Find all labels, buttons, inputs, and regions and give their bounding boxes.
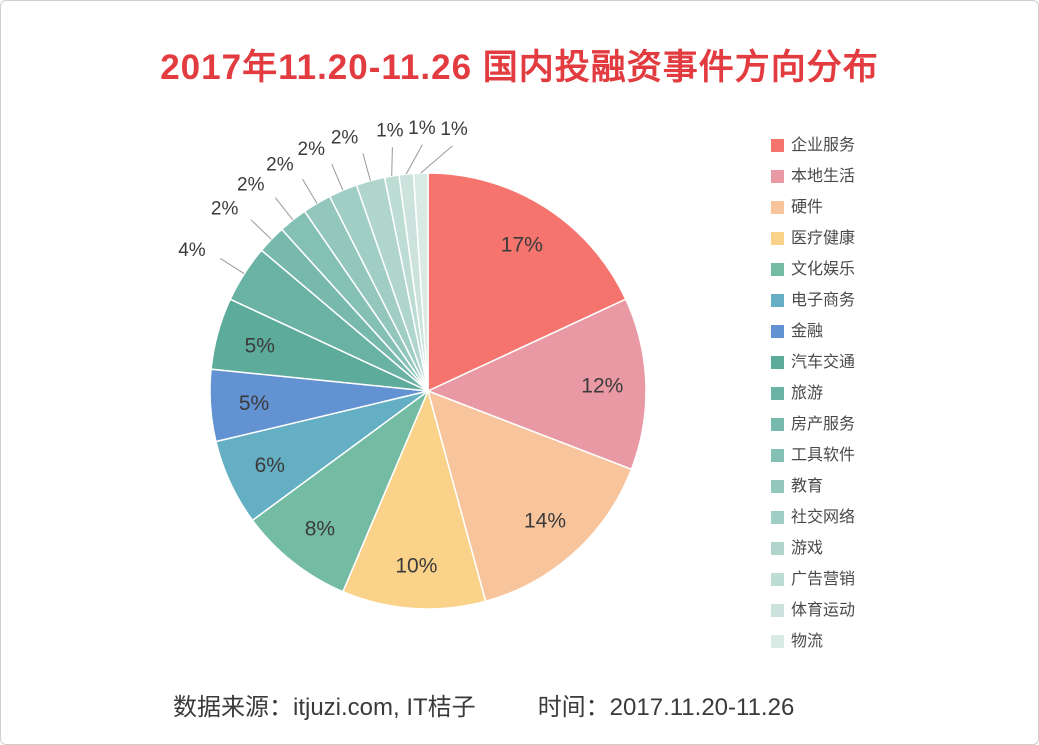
- pie-label-汽车交通: 5%: [245, 334, 275, 357]
- pie-leader-line-物流: [420, 145, 453, 174]
- legend-item-企业服务: 企业服务: [771, 137, 856, 154]
- legend-item-金融: 金融: [771, 323, 855, 340]
- legend-item-电子商务: 电子商务: [771, 292, 856, 309]
- legend-label: 广告营销: [791, 571, 856, 588]
- pie-leader-line-教育: [302, 178, 318, 204]
- legend-label: 金融: [791, 323, 824, 340]
- legend-item-旅游: 旅游: [771, 385, 855, 402]
- legend-swatch-icon: [771, 449, 784, 462]
- pie-leader-line-房产服务: [250, 219, 272, 240]
- pie-leader-line-游戏: [362, 153, 371, 181]
- pie-slice-医疗健康: [341, 388, 487, 610]
- legend-item-汽车交通: 汽车交通: [771, 354, 856, 371]
- legend-label: 物流: [791, 633, 824, 650]
- pie-slice-企业服务: [427, 172, 627, 393]
- pie-slice-物流: [412, 172, 429, 392]
- legend-label: 教育: [791, 478, 824, 495]
- legend-swatch-icon: [771, 480, 784, 493]
- pie-leader-line-工具软件: [274, 197, 294, 221]
- pie-label-硬件: 14%: [524, 510, 566, 533]
- legend-label: 医疗健康: [791, 230, 856, 247]
- legend-item-社交网络: 社交网络: [771, 509, 856, 526]
- pie-label-电子商务: 6%: [255, 454, 285, 477]
- legend-swatch-icon: [771, 542, 784, 555]
- legend-item-医疗健康: 医疗健康: [771, 230, 856, 247]
- pie-label-企业服务: 17%: [501, 233, 543, 256]
- legend-label: 企业服务: [791, 137, 856, 154]
- pie-leader-line-社交网络: [331, 164, 344, 191]
- pie-label-文化娱乐: 8%: [305, 517, 335, 540]
- legend-swatch-icon: [771, 201, 784, 214]
- pie-label-房产服务: 2%: [211, 198, 239, 219]
- legend-item-广告营销: 广告营销: [771, 571, 856, 588]
- legend-swatch-icon: [771, 170, 784, 183]
- chart-title: 2017年11.20-11.26 国内投融资事件方向分布: [160, 48, 879, 87]
- legend-swatch-icon: [771, 325, 784, 338]
- legend-item-教育: 教育: [771, 478, 855, 495]
- legend-item-房产服务: 房产服务: [771, 416, 856, 433]
- legend-swatch-icon: [771, 418, 784, 431]
- pie-chart-svg: 17%12%14%10%8%6%5%5%4%2%2%2%2%2% 1% 1% 1%: [178, 118, 647, 610]
- legend-label: 游戏: [791, 540, 824, 557]
- legend-item-体育运动: 体育运动: [771, 602, 856, 619]
- pie-label-物流: 1%: [440, 119, 468, 140]
- pie-label-本地生活: 12%: [581, 375, 623, 398]
- legend-label: 社交网络: [791, 509, 856, 526]
- pie-label-游戏: 2%: [331, 127, 359, 148]
- legend-item-游戏: 游戏: [771, 540, 855, 557]
- pie-label-体育运动: 1%: [408, 118, 436, 139]
- legend-swatch-icon: [771, 232, 784, 245]
- legend-swatch-icon: [771, 635, 784, 648]
- legend: 企业服务本地生活硬件医疗健康文化娱乐电子商务金融汽车交通旅游房产服务工具软件教育…: [771, 137, 856, 650]
- legend-label: 汽车交通: [791, 354, 856, 371]
- legend-label: 体育运动: [791, 602, 856, 619]
- legend-item-本地生活: 本地生活: [771, 168, 856, 185]
- legend-label: 电子商务: [791, 292, 856, 309]
- legend-swatch-icon: [771, 294, 784, 307]
- legend-item-硬件: 硬件: [771, 199, 855, 216]
- time-range-text: 时间：2017.11.20-11.26: [537, 694, 795, 721]
- legend-swatch-icon: [771, 511, 784, 524]
- pie-label-旅游: 4%: [178, 240, 206, 261]
- data-source-text: 数据来源：itjuzi.com, IT桔子: [173, 694, 476, 721]
- pie-slice-本地生活: [426, 298, 647, 471]
- legend-swatch-icon: [771, 263, 784, 276]
- pie-label-工具软件: 2%: [237, 175, 265, 196]
- legend-swatch-icon: [771, 139, 784, 152]
- legend-swatch-icon: [771, 356, 784, 369]
- legend-label: 工具软件: [791, 447, 856, 464]
- pie-leader-line-旅游: [220, 257, 245, 275]
- pie-slice-文化娱乐: [251, 388, 430, 593]
- legend-label: 文化娱乐: [791, 261, 856, 278]
- chart-footer: 数据来源：itjuzi.com, IT桔子 时间：2017.11.20-11.2…: [1, 687, 1038, 722]
- pie-leader-line-广告营销: [391, 147, 393, 177]
- pie-label-教育: 2%: [266, 155, 294, 176]
- legend-label: 旅游: [791, 385, 824, 402]
- legend-item-文化娱乐: 文化娱乐: [771, 261, 856, 278]
- legend-swatch-icon: [771, 604, 784, 617]
- legend-swatch-icon: [771, 573, 784, 586]
- pie-label-医疗健康: 10%: [395, 554, 437, 577]
- pie-leader-line-体育运动: [405, 144, 423, 175]
- pie-label-社交网络: 2%: [298, 139, 326, 160]
- legend-label: 本地生活: [791, 168, 856, 185]
- pie-label-金融: 5%: [239, 392, 269, 415]
- legend-item-工具软件: 工具软件: [771, 447, 856, 464]
- pie-label-广告营销: 1%: [376, 121, 404, 142]
- legend-swatch-icon: [771, 387, 784, 400]
- legend-label: 房产服务: [791, 416, 856, 433]
- legend-item-物流: 物流: [771, 633, 855, 650]
- pie-slice-硬件: [426, 389, 633, 603]
- legend-label: 硬件: [791, 199, 824, 216]
